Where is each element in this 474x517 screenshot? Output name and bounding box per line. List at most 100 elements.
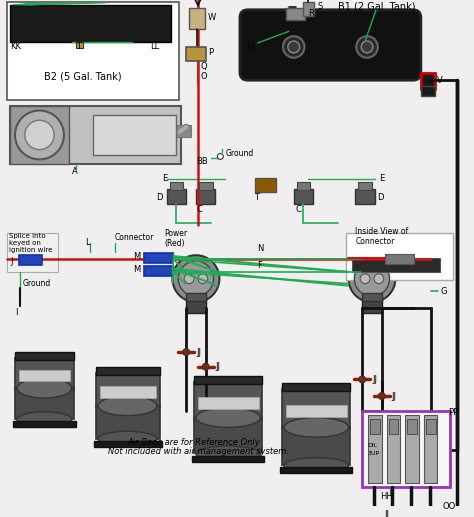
Ellipse shape — [196, 408, 261, 428]
Circle shape — [348, 255, 395, 302]
Bar — [94, 441, 162, 447]
Bar — [198, 397, 258, 409]
Bar — [100, 386, 156, 398]
Text: D: D — [156, 193, 162, 202]
Bar — [196, 189, 216, 204]
Text: B2 (5 Gal. Tank): B2 (5 Gal. Tank) — [45, 71, 122, 81]
Bar — [15, 352, 73, 360]
Bar — [173, 125, 191, 137]
Bar — [368, 415, 382, 483]
Bar — [388, 509, 397, 517]
Bar — [189, 8, 205, 29]
Bar — [7, 2, 179, 100]
Text: U: U — [247, 42, 253, 51]
Bar — [362, 293, 382, 301]
Text: R: R — [309, 9, 314, 18]
Text: N: N — [257, 244, 264, 253]
Bar — [199, 182, 212, 190]
Ellipse shape — [98, 431, 157, 447]
Bar — [173, 125, 191, 137]
Text: HH: HH — [380, 492, 392, 501]
Bar — [15, 358, 73, 390]
Bar — [421, 73, 435, 89]
Text: JJ: JJ — [196, 347, 201, 357]
Text: T: T — [254, 193, 259, 202]
Bar — [346, 233, 453, 280]
Bar — [426, 419, 436, 434]
Circle shape — [359, 376, 365, 383]
Bar — [10, 105, 69, 164]
Circle shape — [288, 41, 300, 53]
Bar — [407, 419, 417, 434]
Text: B1 (2 Gal. Tank): B1 (2 Gal. Tank) — [337, 2, 415, 12]
Bar — [10, 105, 181, 164]
Bar — [186, 293, 206, 301]
Bar — [10, 5, 172, 42]
Text: E: E — [162, 174, 167, 184]
Bar — [96, 373, 160, 408]
Bar — [302, 2, 314, 16]
Bar — [173, 125, 191, 137]
Bar — [13, 421, 76, 428]
Text: P: P — [208, 48, 213, 57]
Text: Ground: Ground — [225, 149, 254, 158]
Text: Connector: Connector — [115, 233, 154, 242]
Circle shape — [173, 255, 219, 302]
Bar — [173, 125, 191, 137]
Bar — [280, 467, 352, 473]
Text: Not included with air management system.: Not included with air management system. — [108, 447, 289, 457]
Text: T: T — [76, 42, 81, 51]
Circle shape — [198, 274, 208, 284]
Bar — [186, 47, 206, 60]
Circle shape — [355, 261, 390, 296]
Text: Air Bags are for Reference Only: Air Bags are for Reference Only — [128, 437, 260, 447]
Circle shape — [374, 274, 383, 284]
Bar — [19, 255, 42, 265]
Bar — [370, 419, 380, 434]
Text: E: E — [379, 174, 384, 184]
Text: JJ: JJ — [372, 375, 377, 384]
Circle shape — [25, 120, 54, 149]
Bar — [362, 410, 450, 487]
Text: D: D — [377, 193, 383, 202]
Bar — [356, 189, 375, 204]
Bar — [93, 115, 176, 155]
Bar — [406, 509, 416, 517]
Bar — [186, 299, 206, 313]
Ellipse shape — [284, 418, 348, 437]
Text: Splice into
keyed on
ignition wire: Splice into keyed on ignition wire — [9, 233, 53, 252]
Bar — [192, 455, 264, 462]
Text: J: J — [10, 256, 13, 266]
Bar — [282, 383, 350, 391]
Text: OO: OO — [442, 502, 456, 511]
Bar — [286, 8, 305, 20]
Bar — [173, 125, 191, 137]
Bar — [173, 125, 191, 137]
Bar — [358, 182, 372, 190]
Bar — [352, 258, 440, 272]
Text: W: W — [208, 13, 216, 22]
Bar — [15, 388, 73, 419]
Bar — [173, 125, 191, 137]
Text: C: C — [197, 205, 203, 214]
Text: L: L — [85, 238, 90, 247]
Ellipse shape — [98, 396, 157, 416]
Bar — [96, 367, 160, 374]
Text: II: II — [383, 510, 389, 517]
Text: BB: BB — [196, 157, 208, 166]
Ellipse shape — [284, 458, 348, 473]
Bar — [294, 189, 313, 204]
Text: Ground: Ground — [23, 279, 51, 288]
Circle shape — [202, 363, 209, 370]
Bar — [255, 178, 276, 192]
Circle shape — [360, 274, 370, 284]
Bar — [96, 406, 160, 439]
Circle shape — [378, 392, 385, 400]
Text: A: A — [72, 166, 77, 176]
Bar — [282, 428, 350, 465]
Circle shape — [356, 36, 378, 58]
Circle shape — [15, 111, 64, 159]
Text: JJ: JJ — [392, 391, 397, 401]
Circle shape — [184, 274, 194, 284]
Text: Inside View of
Connector: Inside View of Connector — [356, 227, 409, 246]
